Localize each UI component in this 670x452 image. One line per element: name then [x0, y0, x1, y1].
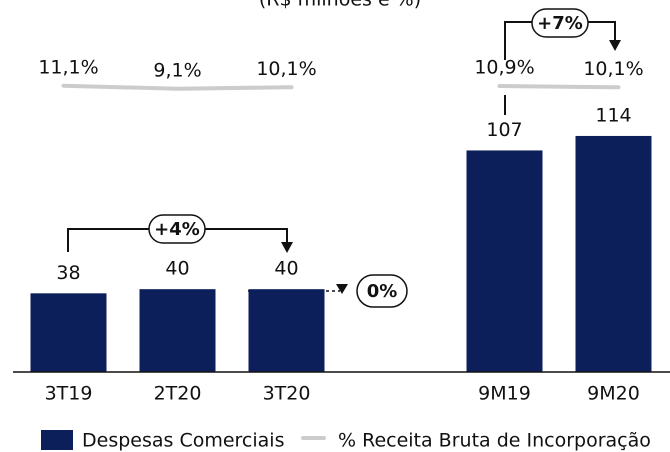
pill [531, 8, 589, 38]
bar [139, 289, 216, 372]
legend-label: Despesas Comerciais [82, 430, 284, 452]
bar [248, 289, 325, 372]
arrows [281, 40, 621, 294]
arrow [336, 284, 348, 294]
pill [356, 274, 408, 308]
percent-label: 10,9% [474, 57, 534, 79]
annotation: +4% [154, 219, 200, 240]
x-tick-label: 9M19 [478, 383, 531, 405]
data-label: 114 [595, 104, 631, 126]
data-label: 40 [165, 258, 189, 280]
x-tick-label: 3T20 [263, 383, 311, 405]
percent-label: 9,1% [153, 59, 201, 81]
percent-label: 10,1% [256, 58, 316, 80]
data-label: 107 [486, 119, 522, 141]
legend-label: % Receita Bruta de Incorporação [338, 430, 651, 452]
arrow [281, 242, 293, 253]
x-tick-label: 9M20 [587, 383, 640, 405]
bar [466, 150, 543, 372]
percent-line [497, 84, 621, 90]
arrow [609, 40, 621, 51]
x-tick-label: 2T20 [154, 383, 202, 405]
pills [148, 8, 589, 308]
bar [30, 293, 107, 372]
pill [148, 214, 206, 244]
data-label: 38 [56, 262, 80, 284]
bar [575, 135, 652, 372]
percent-label: 11,1% [38, 56, 98, 78]
legend-swatch [41, 430, 73, 450]
percent-label: 10,1% [583, 58, 643, 80]
annotation: 0% [367, 281, 398, 302]
annotation: +7% [537, 13, 583, 34]
x-tick-label: 3T19 [45, 383, 93, 405]
percent-line [61, 83, 294, 91]
data-label: 40 [274, 258, 298, 280]
chart-title: (R$ milhões e %) [259, 0, 421, 11]
